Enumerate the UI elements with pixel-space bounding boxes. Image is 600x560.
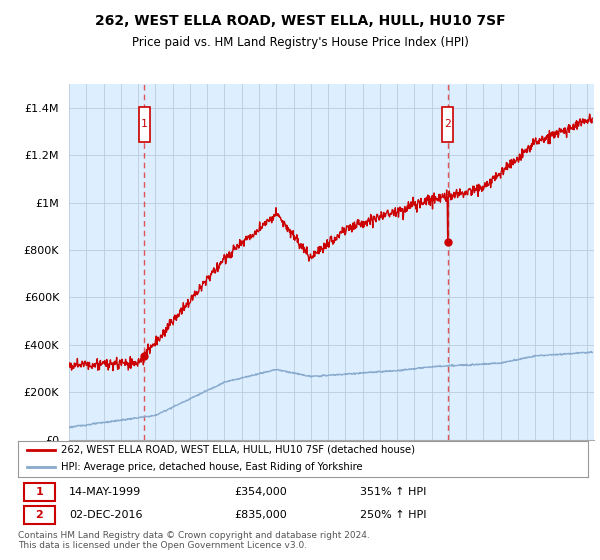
Text: £835,000: £835,000	[235, 510, 287, 520]
Text: 14-MAY-1999: 14-MAY-1999	[70, 487, 142, 497]
FancyBboxPatch shape	[139, 106, 149, 142]
Bar	[24, 483, 55, 501]
Text: 1: 1	[35, 487, 43, 497]
Bar	[24, 506, 55, 524]
Text: Contains HM Land Registry data © Crown copyright and database right 2024.
This d: Contains HM Land Registry data © Crown c…	[18, 531, 370, 550]
Text: HPI: Average price, detached house, East Riding of Yorkshire: HPI: Average price, detached house, East…	[61, 462, 362, 472]
Text: 2: 2	[444, 119, 451, 129]
Text: 262, WEST ELLA ROAD, WEST ELLA, HULL, HU10 7SF: 262, WEST ELLA ROAD, WEST ELLA, HULL, HU…	[95, 14, 505, 28]
Text: Price paid vs. HM Land Registry's House Price Index (HPI): Price paid vs. HM Land Registry's House …	[131, 36, 469, 49]
Text: 1: 1	[141, 119, 148, 129]
Text: 2: 2	[35, 510, 43, 520]
Text: 262, WEST ELLA ROAD, WEST ELLA, HULL, HU10 7SF (detached house): 262, WEST ELLA ROAD, WEST ELLA, HULL, HU…	[61, 445, 415, 455]
Text: £354,000: £354,000	[235, 487, 287, 497]
Text: 250% ↑ HPI: 250% ↑ HPI	[360, 510, 427, 520]
FancyBboxPatch shape	[442, 106, 453, 142]
Text: 351% ↑ HPI: 351% ↑ HPI	[360, 487, 427, 497]
Text: 02-DEC-2016: 02-DEC-2016	[70, 510, 143, 520]
